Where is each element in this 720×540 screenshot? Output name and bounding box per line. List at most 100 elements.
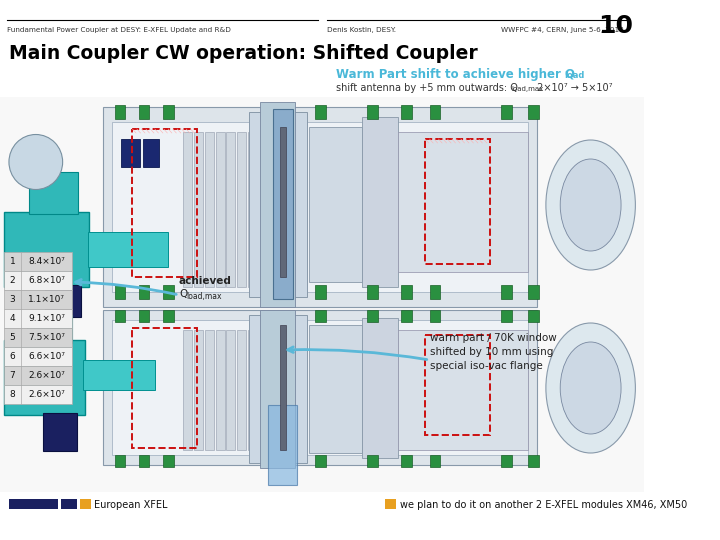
Bar xyxy=(367,455,378,467)
Bar xyxy=(367,285,378,299)
Text: 3: 3 xyxy=(9,295,15,304)
Bar xyxy=(84,360,155,390)
Ellipse shape xyxy=(9,134,63,190)
Bar xyxy=(249,112,307,297)
Bar xyxy=(61,499,77,509)
Bar xyxy=(315,310,325,322)
Bar xyxy=(112,320,528,455)
Text: achieved: achieved xyxy=(179,276,232,286)
Bar xyxy=(184,132,192,287)
Bar xyxy=(501,105,512,119)
Bar xyxy=(398,132,528,272)
Text: 6.6×10⁷: 6.6×10⁷ xyxy=(28,352,65,361)
Bar xyxy=(139,310,150,322)
Bar xyxy=(528,285,539,299)
Bar xyxy=(226,330,235,450)
Text: 10: 10 xyxy=(598,14,634,38)
Bar xyxy=(280,127,287,277)
Text: 8.4×10⁷: 8.4×10⁷ xyxy=(28,257,65,266)
Bar xyxy=(184,330,192,450)
Bar xyxy=(528,310,539,322)
Bar xyxy=(528,455,539,467)
Bar xyxy=(132,328,197,448)
Bar xyxy=(425,139,490,264)
Bar xyxy=(114,285,125,299)
Text: shifted by 10 mm using: shifted by 10 mm using xyxy=(430,347,553,357)
Bar xyxy=(362,117,398,287)
Bar xyxy=(367,310,378,322)
Bar xyxy=(194,132,203,287)
Ellipse shape xyxy=(546,140,635,270)
Bar xyxy=(273,109,292,299)
Text: shift antenna by +5 mm outwards: Q: shift antenna by +5 mm outwards: Q xyxy=(336,83,518,93)
Bar xyxy=(4,212,89,287)
Bar xyxy=(226,132,235,287)
Bar xyxy=(4,340,85,415)
Bar xyxy=(248,330,257,450)
Bar xyxy=(430,105,441,119)
Bar xyxy=(205,330,214,450)
Bar xyxy=(501,310,512,322)
Bar xyxy=(259,102,295,307)
Bar xyxy=(4,347,73,366)
Text: 9.1×10⁷: 9.1×10⁷ xyxy=(28,314,65,323)
Bar xyxy=(163,310,174,322)
Bar xyxy=(45,285,81,317)
Text: we plan to do it on another 2 E-XFEL modules XM46, XM50: we plan to do it on another 2 E-XFEL mod… xyxy=(400,500,688,510)
Text: 1: 1 xyxy=(9,257,15,266)
Bar xyxy=(163,105,174,119)
Bar xyxy=(4,366,73,385)
Bar xyxy=(401,310,412,322)
Bar xyxy=(501,285,512,299)
Bar xyxy=(401,285,412,299)
Bar xyxy=(249,315,307,463)
Bar xyxy=(430,455,441,467)
Bar xyxy=(4,290,73,309)
Ellipse shape xyxy=(560,159,621,251)
Bar xyxy=(367,105,378,119)
Bar xyxy=(248,132,257,287)
Bar xyxy=(9,499,58,509)
Bar xyxy=(139,285,150,299)
Bar xyxy=(237,132,246,287)
Text: 2: 2 xyxy=(9,276,15,285)
Bar xyxy=(143,139,159,167)
Bar xyxy=(114,310,125,322)
Bar xyxy=(205,132,214,287)
Text: Q: Q xyxy=(179,289,187,299)
Text: WWFPC #4, CERN, June 5-6, 2018: WWFPC #4, CERN, June 5-6, 2018 xyxy=(501,27,624,33)
Bar xyxy=(362,318,398,458)
Bar xyxy=(4,271,73,290)
Text: Warm Part shift to achieve higher Q: Warm Part shift to achieve higher Q xyxy=(336,68,575,81)
Bar xyxy=(237,330,246,450)
Text: 1.1×10⁷: 1.1×10⁷ xyxy=(28,295,65,304)
Bar xyxy=(4,252,73,271)
Bar xyxy=(315,105,325,119)
Bar xyxy=(103,310,537,465)
Bar xyxy=(259,310,295,468)
Text: Main Coupler CW operation: Shifted Coupler: Main Coupler CW operation: Shifted Coupl… xyxy=(9,44,477,63)
Bar xyxy=(29,172,78,214)
Bar xyxy=(80,499,91,509)
Ellipse shape xyxy=(546,323,635,453)
Bar xyxy=(88,232,168,267)
Bar xyxy=(0,97,644,492)
Bar xyxy=(4,385,73,404)
Bar xyxy=(216,132,225,287)
Bar xyxy=(112,122,528,292)
Bar xyxy=(216,330,225,450)
Text: 6.8×10⁷: 6.8×10⁷ xyxy=(28,276,65,285)
Bar xyxy=(309,127,362,282)
Bar xyxy=(121,139,140,167)
Text: 7.5×10⁷: 7.5×10⁷ xyxy=(28,333,65,342)
Bar xyxy=(27,315,71,343)
Bar xyxy=(194,330,203,450)
Text: European XFEL: European XFEL xyxy=(94,500,168,510)
Text: Fundamental Power Coupler at DESY: E-XFEL Update and R&D: Fundamental Power Coupler at DESY: E-XFE… xyxy=(7,27,231,33)
Text: warm part / 70K window: warm part / 70K window xyxy=(430,333,557,343)
Bar xyxy=(315,455,325,467)
Bar xyxy=(384,499,397,509)
Text: Denis Kostin, DESY.: Denis Kostin, DESY. xyxy=(327,27,395,33)
Bar xyxy=(4,309,73,328)
Text: load: load xyxy=(564,71,585,80)
